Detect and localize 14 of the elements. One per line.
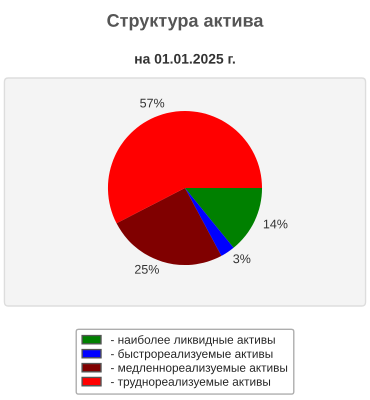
legend-label: - труднореализуемые активы	[110, 379, 270, 388]
chart-title: Структура актива	[107, 14, 264, 30]
pie-slice	[108, 110, 262, 224]
data-label: 25%	[134, 264, 159, 274]
pie-slice	[185, 188, 262, 248]
legend-label: - медленнореализуемые активы	[110, 365, 288, 374]
data-label: 57%	[140, 98, 164, 108]
data-label: 14%	[264, 220, 288, 228]
legend-label: - наиболее ликвидные активы	[110, 335, 275, 346]
pie-slice	[185, 188, 234, 256]
data-label: 3%	[233, 254, 250, 264]
legend-label: - быстрореализуемые активы	[110, 349, 272, 360]
pie-slice	[116, 188, 222, 266]
chart-subtitle: на 01.01.2025 г.	[135, 54, 235, 64]
